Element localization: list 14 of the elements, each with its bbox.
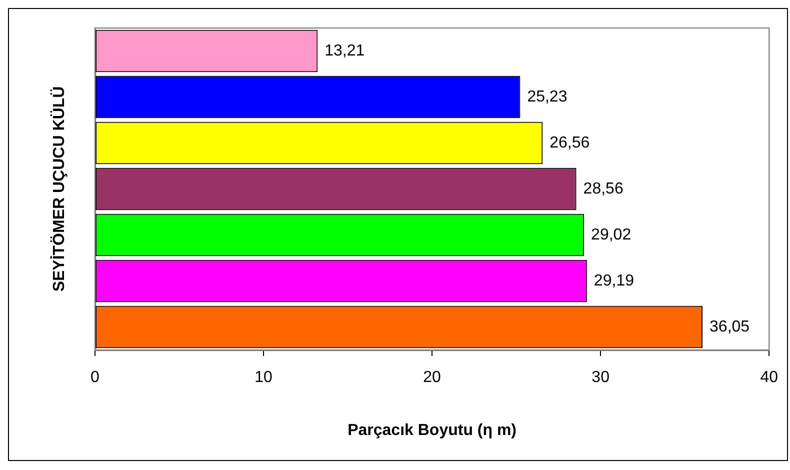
data-label: 36,05 [710,318,750,336]
data-label: 29,19 [594,272,634,290]
x-tick-label: 20 [423,369,442,386]
data-label: 28,56 [583,180,624,198]
x-tick-label: 0 [90,369,100,386]
x-tick-label: 10 [254,369,273,386]
data-label: 29,02 [591,226,632,244]
data-label: 25,23 [527,88,568,106]
y-axis-title: SEYİTÖMER UÇUCU KÜLÜ [50,86,68,292]
data-label: 13,21 [324,42,365,60]
data-label: 26,56 [550,134,590,152]
x-tick-label: 30 [592,369,610,386]
x-tick-label: 40 [760,369,778,386]
x-axis-title: Parçacık Boyutu (η m) [348,422,517,439]
